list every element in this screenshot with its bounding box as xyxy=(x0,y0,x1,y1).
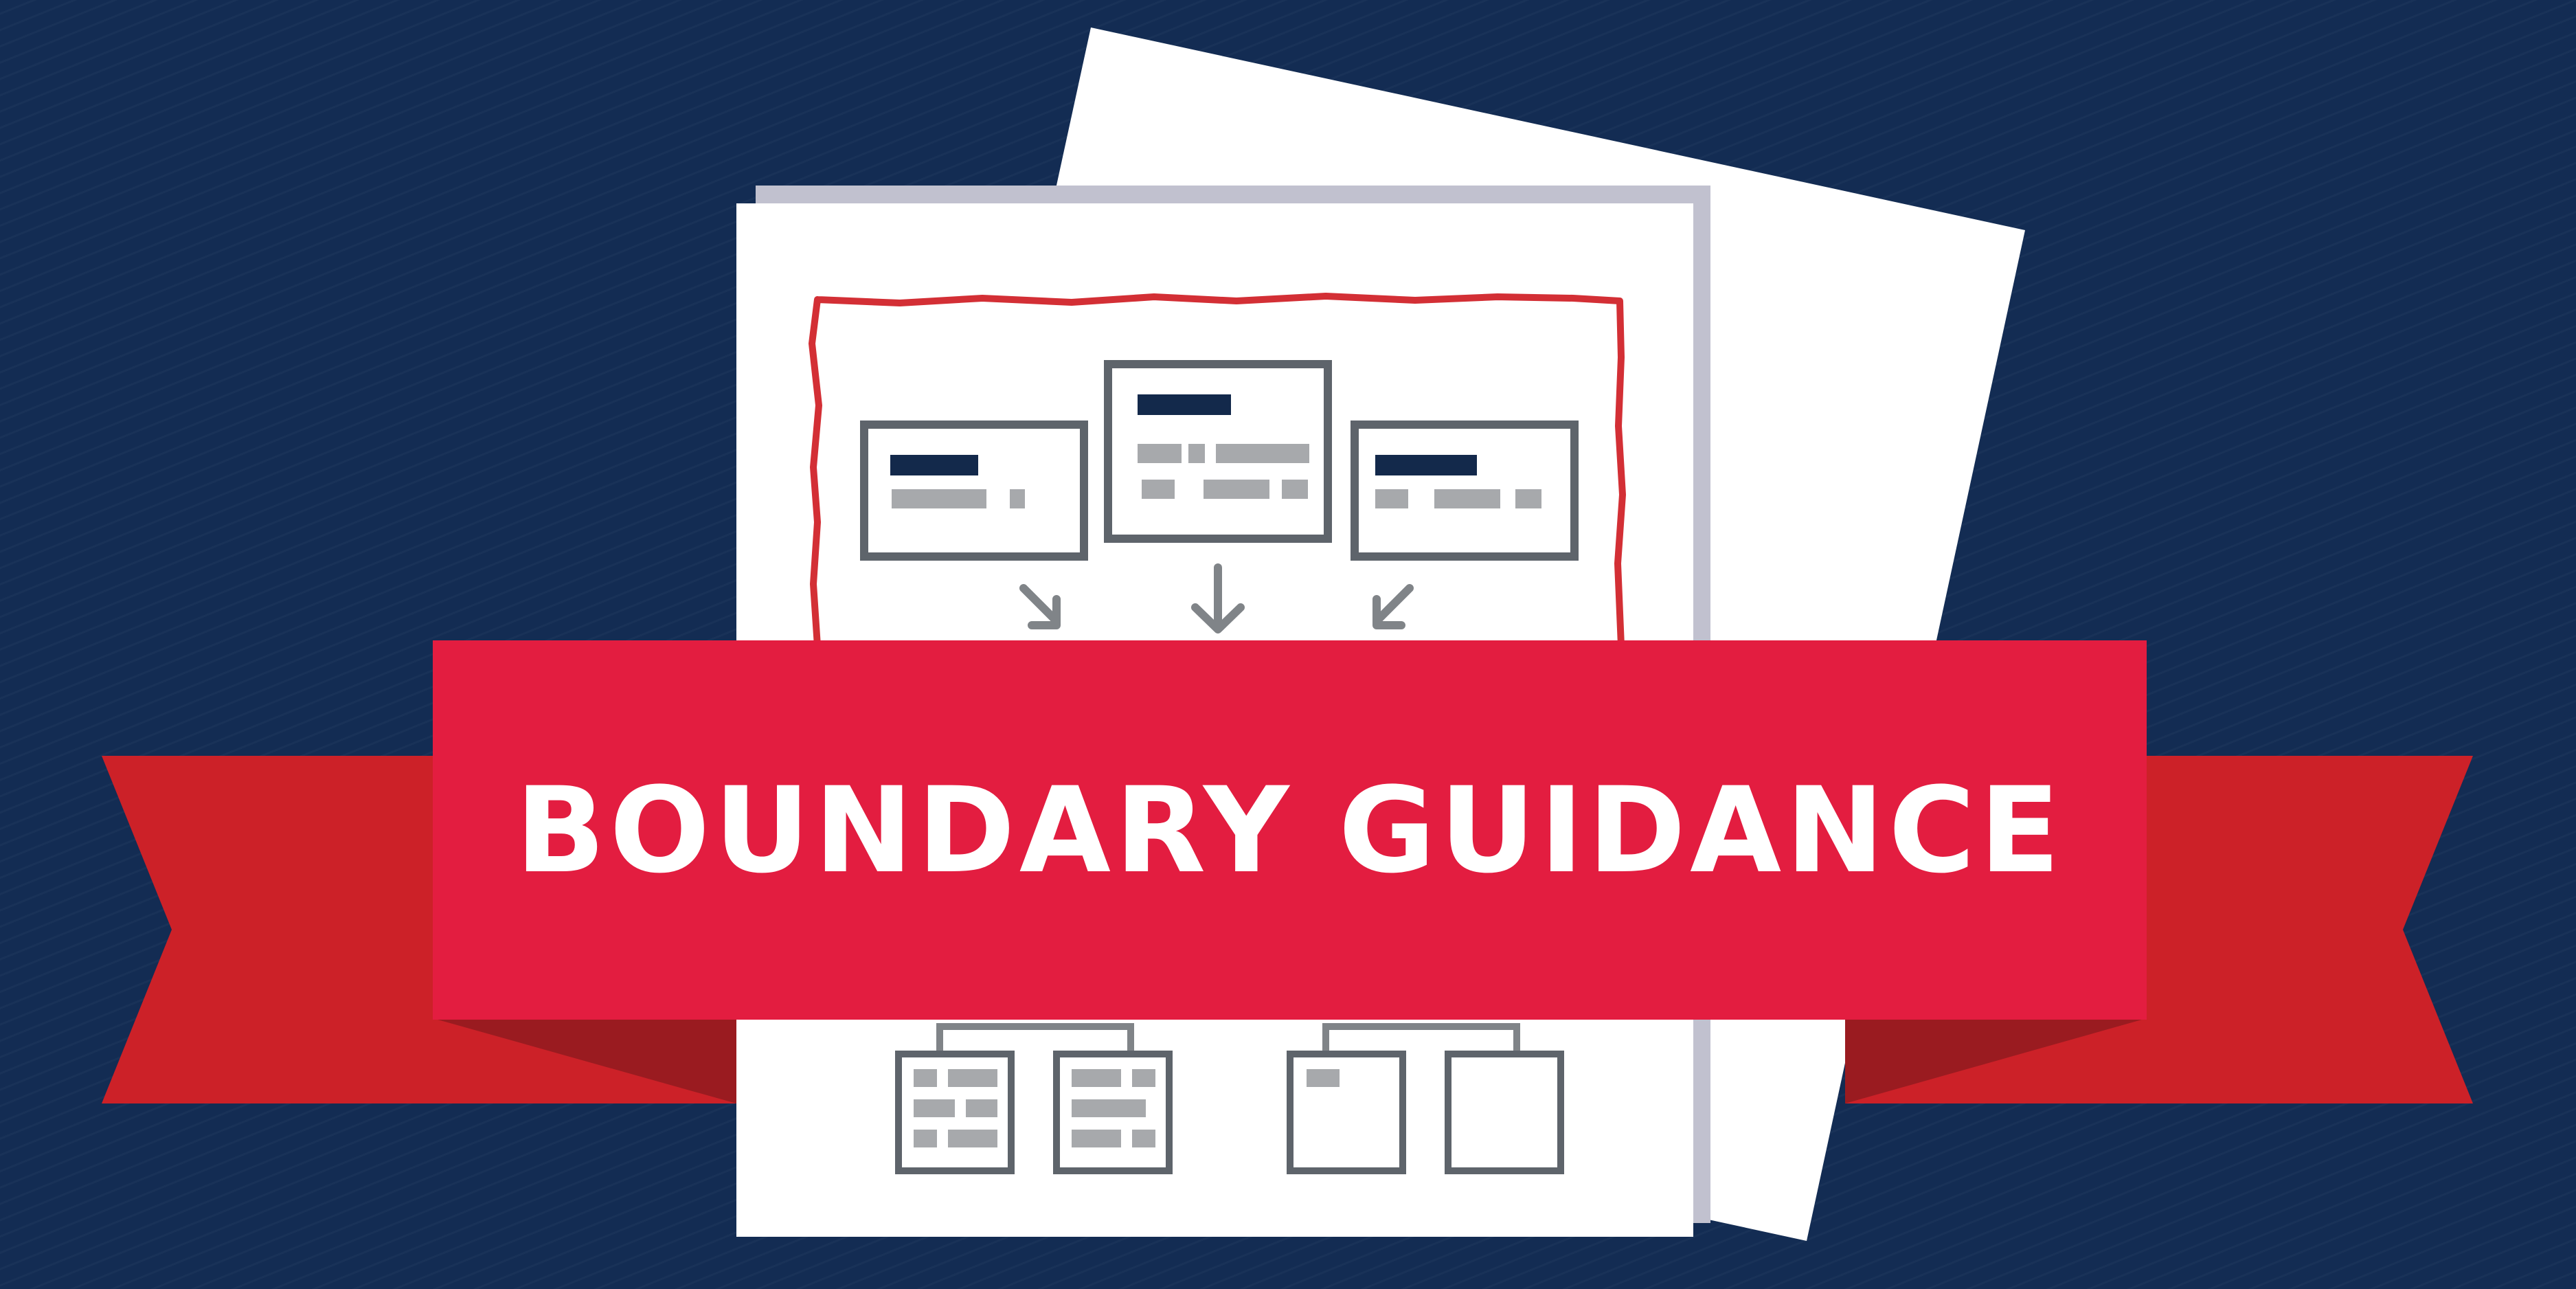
bottom-card-3 xyxy=(1287,1051,1406,1174)
bottom-card-1 xyxy=(895,1051,1015,1174)
card-text-dot xyxy=(1188,444,1205,463)
component-card-center xyxy=(1104,360,1332,543)
ribbon-left-fold xyxy=(433,1018,736,1103)
bottom-connectors xyxy=(936,1023,1520,1051)
card-text-dot xyxy=(1142,480,1175,499)
arrow-down-right-icon xyxy=(1019,584,1061,629)
card-header-bar xyxy=(1138,394,1231,415)
card-text-dot xyxy=(1375,489,1408,508)
card-text-line xyxy=(1138,444,1182,463)
bottom-card-2 xyxy=(1053,1051,1173,1174)
card-text-dot xyxy=(1515,489,1541,508)
card-header-bar xyxy=(890,455,978,475)
title-banner xyxy=(433,640,2147,1020)
card-text-line xyxy=(1434,489,1500,508)
banner-title: BOUNDARY GUIDANCE xyxy=(515,761,2064,899)
card-text-dot xyxy=(1010,489,1025,508)
card-text-line xyxy=(892,489,986,508)
card-text-dot xyxy=(1282,480,1308,499)
arrow-down-left-icon xyxy=(1372,584,1414,629)
component-card-left xyxy=(860,421,1088,561)
boundary-outline xyxy=(809,293,1626,649)
card-header-bar xyxy=(1375,455,1477,475)
flow-arrows xyxy=(1019,563,1414,634)
card-text-line xyxy=(1216,444,1309,463)
arrow-down-icon xyxy=(1191,563,1245,634)
bottom-card-4 xyxy=(1445,1051,1564,1174)
component-card-right xyxy=(1351,421,1579,561)
ribbon-right-fold xyxy=(1845,1018,2147,1103)
card-text-line xyxy=(1204,480,1269,499)
